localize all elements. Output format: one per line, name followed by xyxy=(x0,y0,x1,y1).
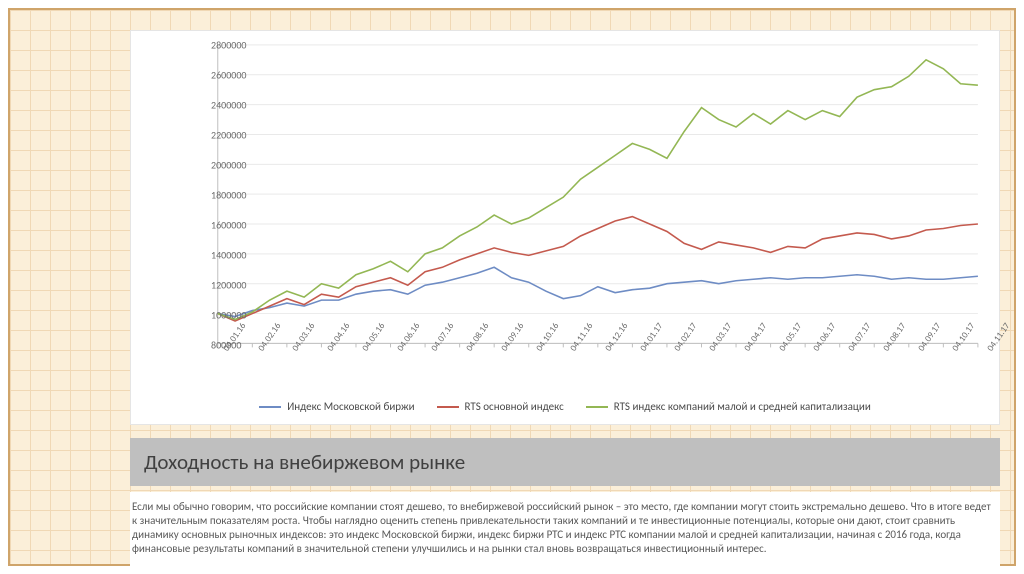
section-title: Доходность на внебиржевом рынке xyxy=(130,438,1000,486)
legend-label: RTS индекс компаний малой и средней капи… xyxy=(614,400,871,413)
legend-item: RTS индекс компаний малой и средней капи… xyxy=(586,400,871,413)
slide-frame: 8000001000000120000014000001600000180000… xyxy=(8,8,1016,566)
legend-item: RTS основной индекс xyxy=(437,400,564,413)
left-margin xyxy=(20,20,120,554)
chart-legend: Индекс Московской биржи RTS основной инде… xyxy=(130,400,1000,413)
chart-svg xyxy=(131,31,999,424)
body-text-content: Если мы обычно говорим, что российские к… xyxy=(132,500,991,555)
legend-swatch xyxy=(437,406,459,408)
body-paragraph: Если мы обычно говорим, что российские к… xyxy=(130,492,1000,566)
line-chart: 8000001000000120000014000001600000180000… xyxy=(130,30,1000,425)
legend-label: Индекс Московской биржи xyxy=(287,400,414,413)
legend-swatch xyxy=(586,406,608,408)
legend-label: RTS основной индекс xyxy=(465,400,564,413)
section-title-text: Доходность на внебиржевом рынке xyxy=(144,449,465,475)
legend-item: Индекс Московской биржи xyxy=(259,400,414,413)
legend-swatch xyxy=(259,406,281,408)
